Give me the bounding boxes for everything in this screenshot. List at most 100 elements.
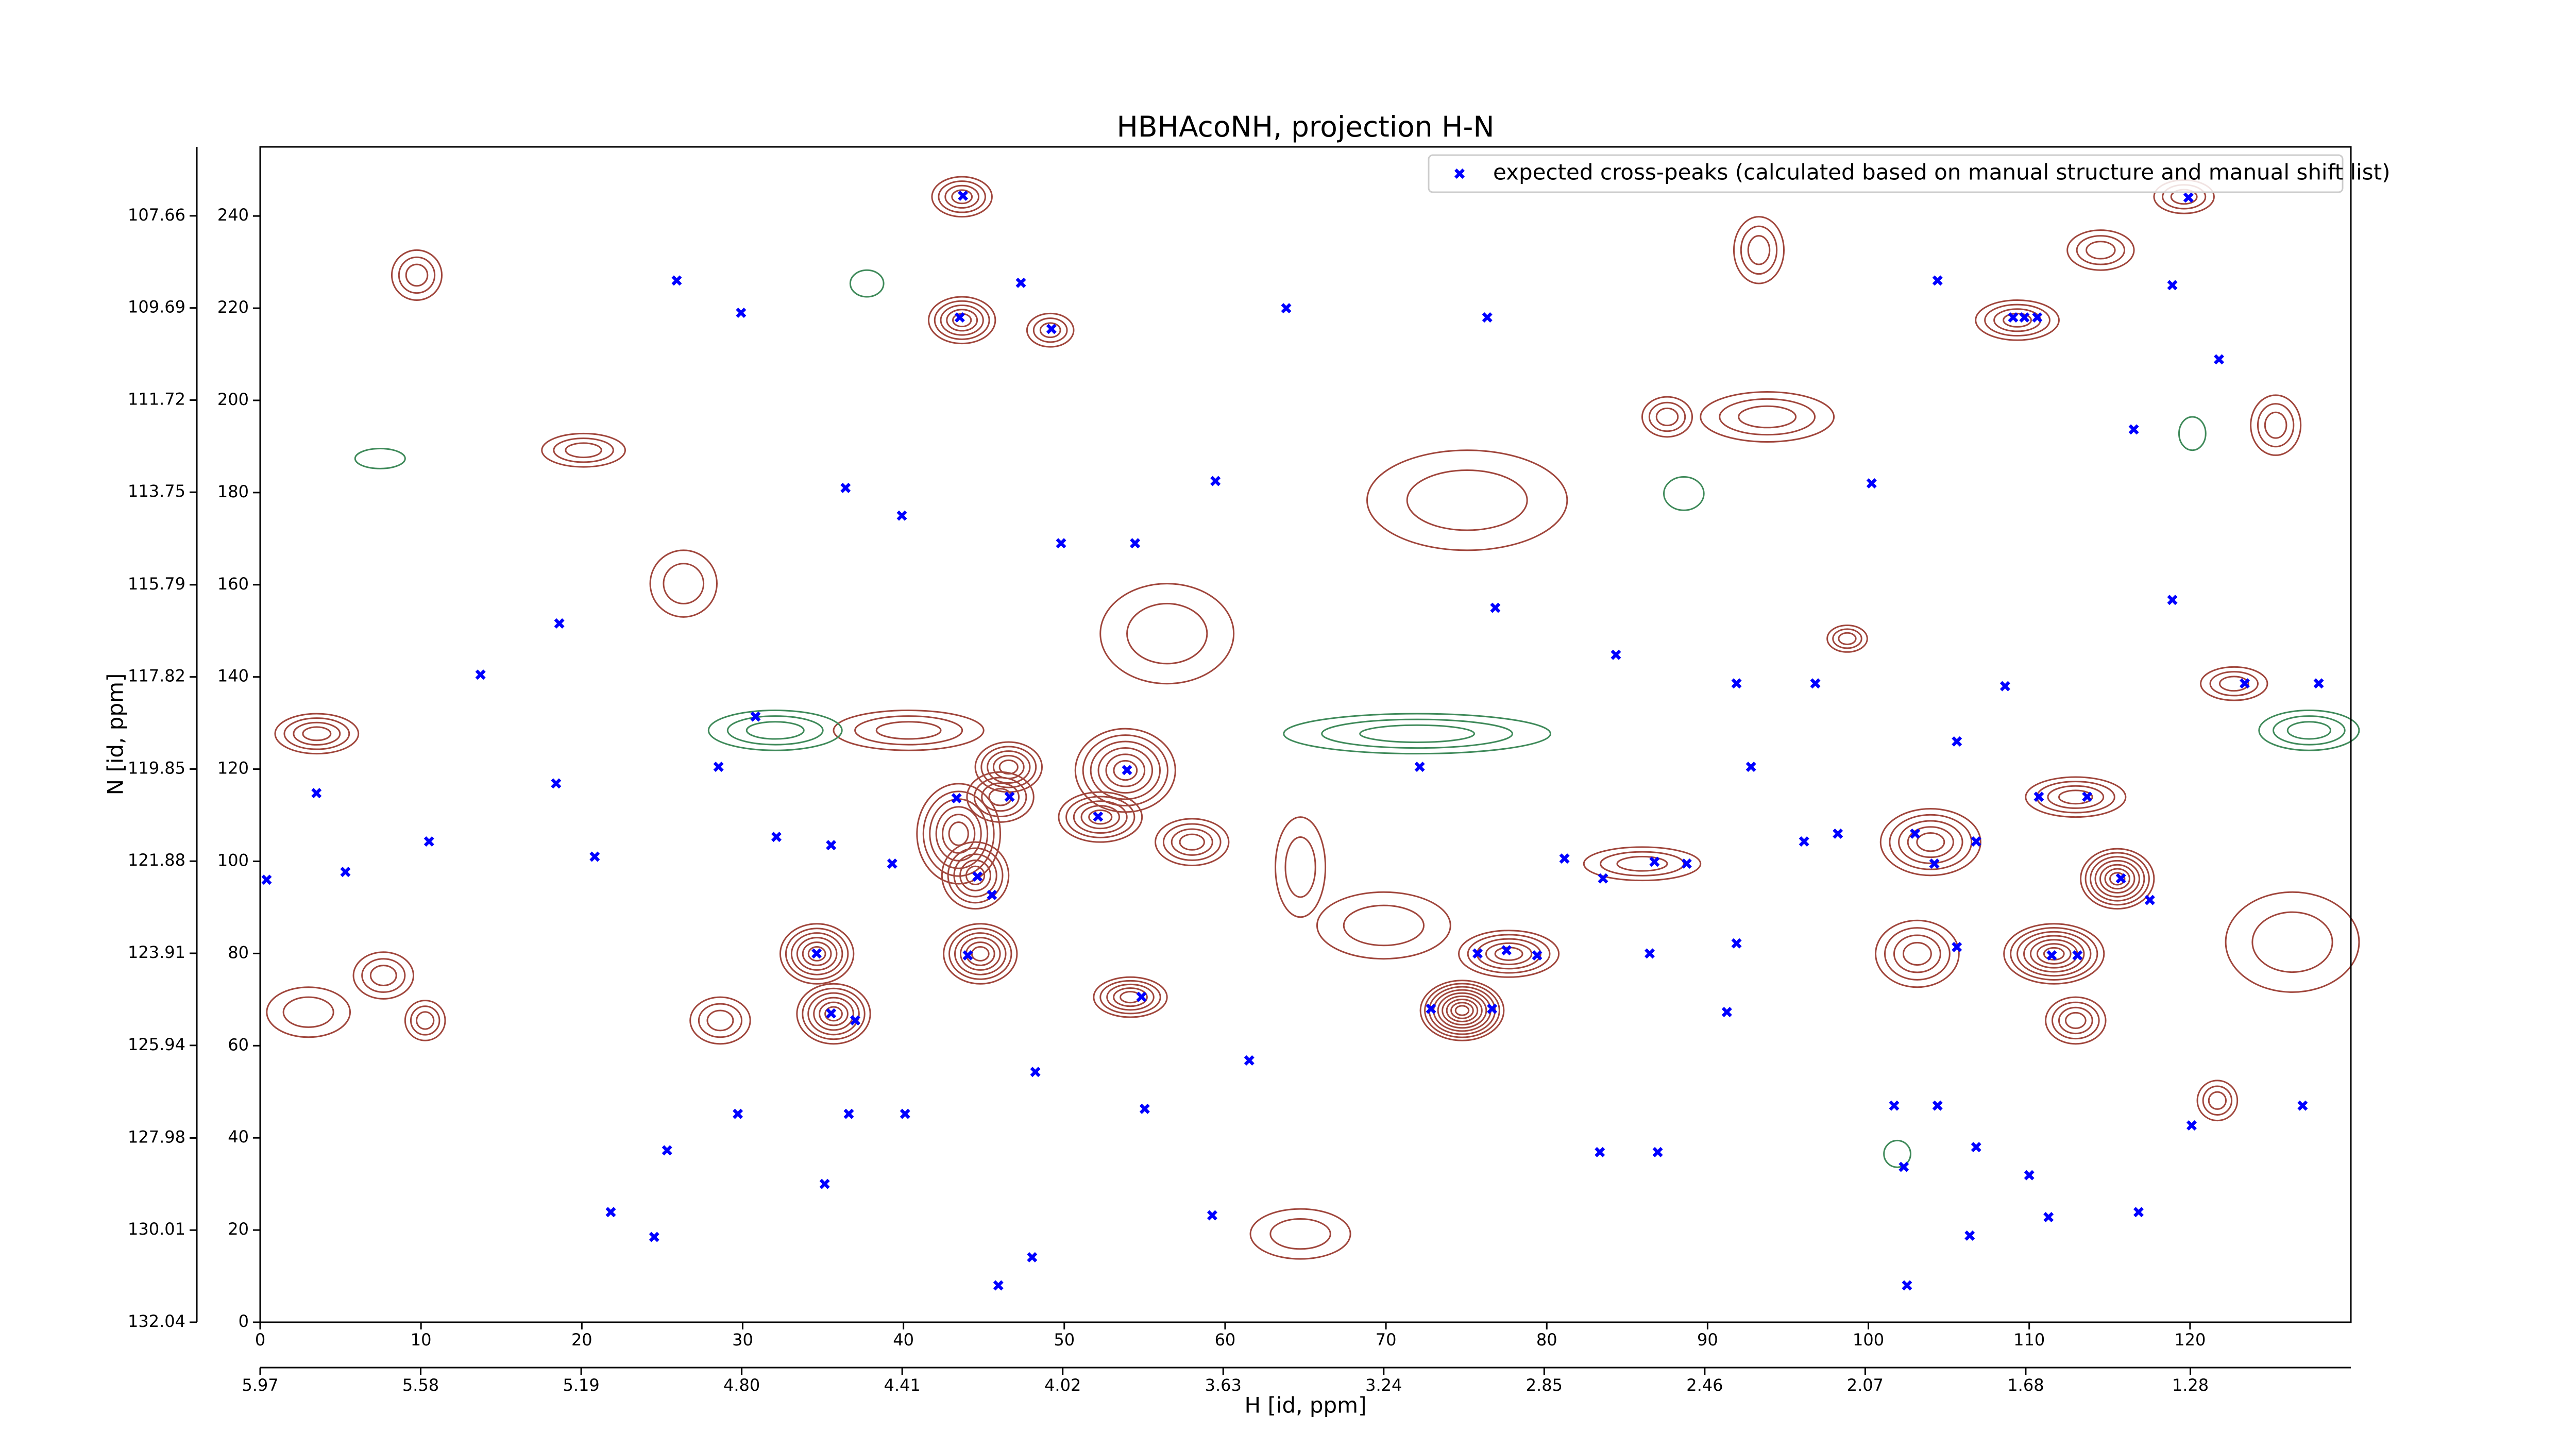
- contour: [1058, 791, 1143, 843]
- y-tick-label: 180: [217, 482, 249, 501]
- cross-peak: [1281, 303, 1292, 314]
- contour: [940, 304, 984, 336]
- contour: [927, 296, 996, 345]
- cross-peak: [1932, 1100, 1943, 1111]
- cross-peak: [1899, 1161, 1909, 1172]
- y2-tick-label: 127.98: [128, 1127, 185, 1147]
- contour: [2104, 868, 2130, 890]
- contour: [1359, 724, 1476, 743]
- contour: [1424, 983, 1500, 1038]
- contour: [1898, 820, 1963, 864]
- y-tick-label: 200: [217, 390, 249, 409]
- contour: [1099, 980, 1161, 1015]
- contour: [282, 996, 334, 1028]
- y-tick-label: 0: [239, 1311, 249, 1331]
- contour: [2109, 872, 2126, 886]
- contour: [1126, 602, 1208, 665]
- contour: [354, 447, 406, 469]
- contour: [706, 1009, 734, 1032]
- contour: [1655, 407, 1679, 427]
- contour: [796, 983, 871, 1045]
- cross-peak: [2167, 280, 2178, 291]
- contour: [1269, 1218, 1331, 1250]
- contour: [1113, 760, 1138, 781]
- contour: [2090, 856, 2145, 902]
- cross-peak: [958, 190, 969, 201]
- contour: [1090, 740, 1161, 800]
- contour: [1171, 828, 1213, 856]
- y2-tick-label: 125.94: [128, 1035, 185, 1054]
- contour-layer: [266, 176, 2360, 1260]
- contour: [2264, 411, 2287, 439]
- cross-peak: [900, 1108, 910, 1119]
- x-tick-label: 80: [1536, 1330, 1557, 1350]
- contour: [2251, 911, 2333, 973]
- cross-peak: [2082, 791, 2093, 802]
- y2-tick-label: 119.85: [128, 758, 185, 778]
- cross-peak: [649, 1232, 659, 1242]
- contour: [2219, 676, 2249, 692]
- contour: [1039, 322, 1061, 339]
- cross-peak: [475, 669, 486, 680]
- contour: [1719, 398, 1816, 436]
- contour: [266, 986, 351, 1038]
- contour: [274, 713, 360, 755]
- contour: [934, 300, 990, 340]
- x2-tick-label: 1.68: [2007, 1375, 2044, 1395]
- contour: [1343, 904, 1425, 947]
- y-tick-label: 160: [217, 574, 249, 594]
- contour: [965, 865, 986, 886]
- contour: [1902, 941, 1932, 966]
- contour: [1826, 625, 1868, 653]
- cross-peak: [1414, 762, 1425, 772]
- cross-peak: [1889, 1100, 1900, 1111]
- x-tick-label: 50: [1054, 1330, 1075, 1350]
- cross-peak: [713, 762, 724, 772]
- contour: [1065, 796, 1136, 838]
- cross-peak: [1833, 828, 1843, 839]
- legend-marker: [1454, 169, 1465, 179]
- x2-tick-label: 3.24: [1365, 1375, 1402, 1395]
- cross-peak: [1015, 277, 1026, 288]
- contour: [1648, 401, 1686, 432]
- contour: [293, 721, 341, 746]
- cross-peak: [261, 874, 272, 885]
- contour: [819, 1001, 849, 1026]
- cross-peak: [2019, 312, 2030, 323]
- contour: [1879, 807, 1981, 877]
- cross-peak: [1004, 791, 1015, 802]
- cross-peak: [1932, 275, 1943, 286]
- cross-peak: [671, 275, 682, 286]
- contour: [875, 721, 942, 740]
- cross-peak: [1482, 312, 1493, 323]
- contour: [953, 853, 997, 898]
- cross-peak: [1490, 602, 1501, 613]
- cross-peak: [2046, 950, 2057, 961]
- contour: [1747, 235, 1771, 265]
- x-tick-label: 120: [2174, 1330, 2206, 1350]
- y-tick-label: 40: [228, 1127, 249, 1147]
- contour: [1082, 734, 1168, 806]
- y2-tick-label: 132.04: [128, 1311, 185, 1331]
- x-tick-label: 10: [411, 1330, 432, 1350]
- x-tick-label: 70: [1376, 1330, 1397, 1350]
- contour: [2052, 1001, 2100, 1040]
- contour: [1485, 942, 1533, 966]
- contour: [707, 710, 843, 751]
- contour: [916, 783, 1002, 885]
- cross-peak: [2032, 312, 2043, 323]
- cross-peak: [1244, 1055, 1255, 1066]
- contour: [2286, 721, 2331, 740]
- contour: [1284, 836, 1316, 898]
- cross-peak: [2128, 424, 2139, 435]
- contour: [948, 928, 1012, 980]
- contour: [947, 847, 1004, 904]
- contour: [404, 1000, 446, 1041]
- x2-tick-label: 2.07: [1847, 1375, 1884, 1395]
- x-tick-label: 40: [893, 1330, 914, 1350]
- contour: [833, 710, 985, 751]
- contour: [1838, 632, 1857, 645]
- contour: [980, 746, 1037, 788]
- contour: [943, 923, 1018, 985]
- cross-peak: [840, 482, 851, 493]
